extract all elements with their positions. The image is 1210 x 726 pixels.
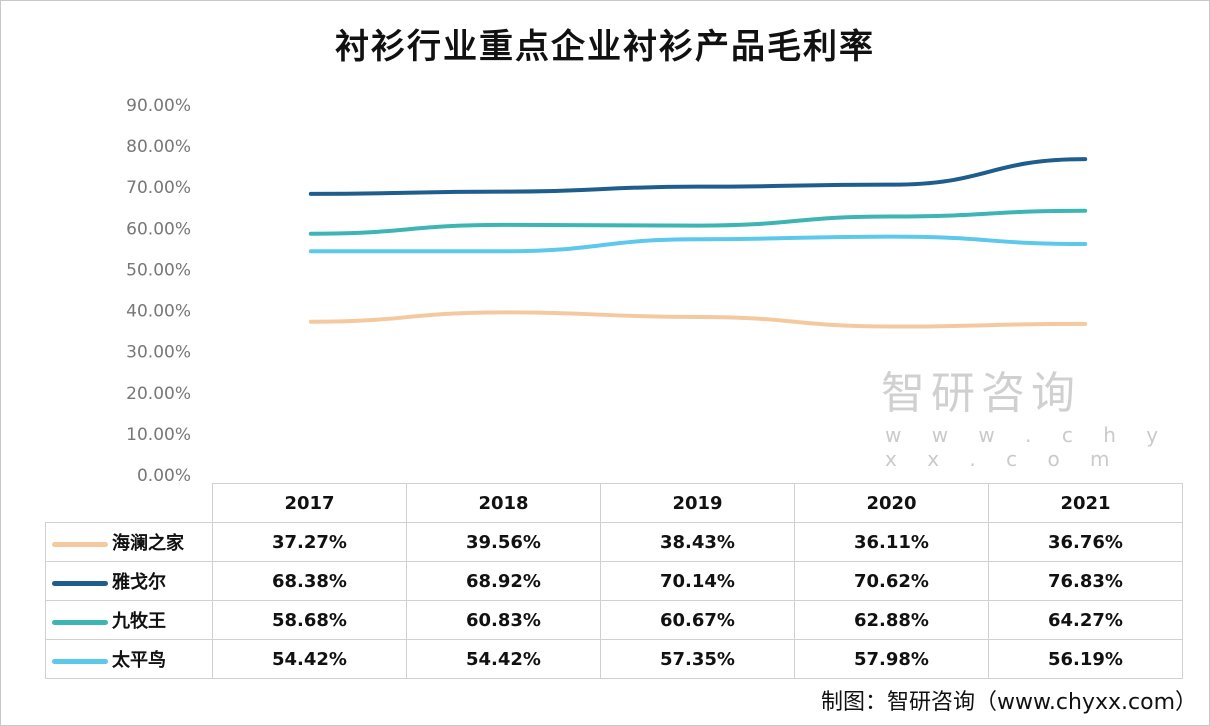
table-row: 九牧王 58.68% 60.83% 60.67% 62.88% 64.27% <box>45 600 1183 640</box>
data-label: 54.42% <box>406 639 601 679</box>
source-note: 制图：智研咨询（www.chyxx.com） <box>820 690 1197 715</box>
watermark: 智研咨询 <box>881 368 1081 419</box>
data-label: 62.88% <box>794 600 989 640</box>
watermark-url: w w w . c h y x x . c o m <box>885 423 1171 471</box>
data-label: 54.42% <box>212 639 407 679</box>
series-name: 太平鸟 <box>112 650 166 671</box>
series-line-3 <box>308 234 1088 254</box>
legend-swatch <box>52 580 108 586</box>
data-label: 68.38% <box>212 561 407 601</box>
data-label: 68.92% <box>406 561 601 601</box>
data-table: 2017 2018 2019 2020 2021 海澜之家 37.27% 39.56% 38.4… <box>45 483 1183 679</box>
data-label: 36.76% <box>988 522 1183 562</box>
y-tick-label: 0.00% <box>137 466 191 486</box>
legend-entry: 海澜之家 <box>45 522 213 562</box>
data-label: 70.14% <box>600 561 795 601</box>
chart-title: 衬衫行业重点企业衬衫产品毛利率 <box>335 27 875 67</box>
data-label: 39.56% <box>406 522 601 562</box>
series-name: 雅戈尔 <box>112 572 166 593</box>
y-tick-label: 70.00% <box>126 178 191 198</box>
legend-swatch <box>52 541 108 547</box>
data-label: 57.35% <box>600 639 795 679</box>
data-label: 36.11% <box>794 522 989 562</box>
x-tick-label: 2017 <box>212 483 407 523</box>
y-tick-label: 50.00% <box>126 260 191 280</box>
y-tick-label: 60.00% <box>126 219 191 239</box>
table-row: 海澜之家 37.27% 39.56% 38.43% 36.11% 36.76% <box>45 522 1183 562</box>
data-label: 60.83% <box>406 600 601 640</box>
x-tick-label: 2018 <box>406 483 601 523</box>
data-label: 57.98% <box>794 639 989 679</box>
data-label: 38.43% <box>600 522 795 562</box>
x-tick-label: 2020 <box>794 483 989 523</box>
legend-entry: 太平鸟 <box>45 639 213 679</box>
y-tick-label: 80.00% <box>126 137 191 157</box>
data-label: 70.62% <box>794 561 989 601</box>
table-row: 雅戈尔 68.38% 68.92% 70.14% 70.62% 76.83% <box>45 561 1183 601</box>
series-line-0 <box>308 310 1088 329</box>
x-tick-label: 2021 <box>988 483 1183 523</box>
table-row: 太平鸟 54.42% 54.42% 57.35% 57.98% 56.19% <box>45 639 1183 679</box>
data-label: 37.27% <box>212 522 407 562</box>
series-line-1 <box>308 157 1088 196</box>
y-tick-label: 90.00% <box>126 96 191 116</box>
data-label: 58.68% <box>212 600 407 640</box>
series-name: 海澜之家 <box>112 533 184 554</box>
legend-entry: 雅戈尔 <box>45 561 213 601</box>
y-tick-label: 30.00% <box>126 343 191 363</box>
table-header-row: 2017 2018 2019 2020 2021 <box>46 483 1183 523</box>
x-tick-label: 2019 <box>600 483 795 523</box>
y-tick-label: 40.00% <box>126 302 191 322</box>
y-tick-label: 20.00% <box>126 384 191 404</box>
data-label: 76.83% <box>988 561 1183 601</box>
legend-entry: 九牧王 <box>45 600 213 640</box>
legend-swatch <box>52 658 108 664</box>
data-label: 60.67% <box>600 600 795 640</box>
legend-swatch <box>52 619 108 625</box>
series-line-2 <box>308 208 1088 236</box>
data-label: 64.27% <box>988 600 1183 640</box>
y-tick-label: 10.00% <box>126 425 191 445</box>
data-label: 56.19% <box>988 639 1183 679</box>
series-name: 九牧王 <box>112 611 166 632</box>
